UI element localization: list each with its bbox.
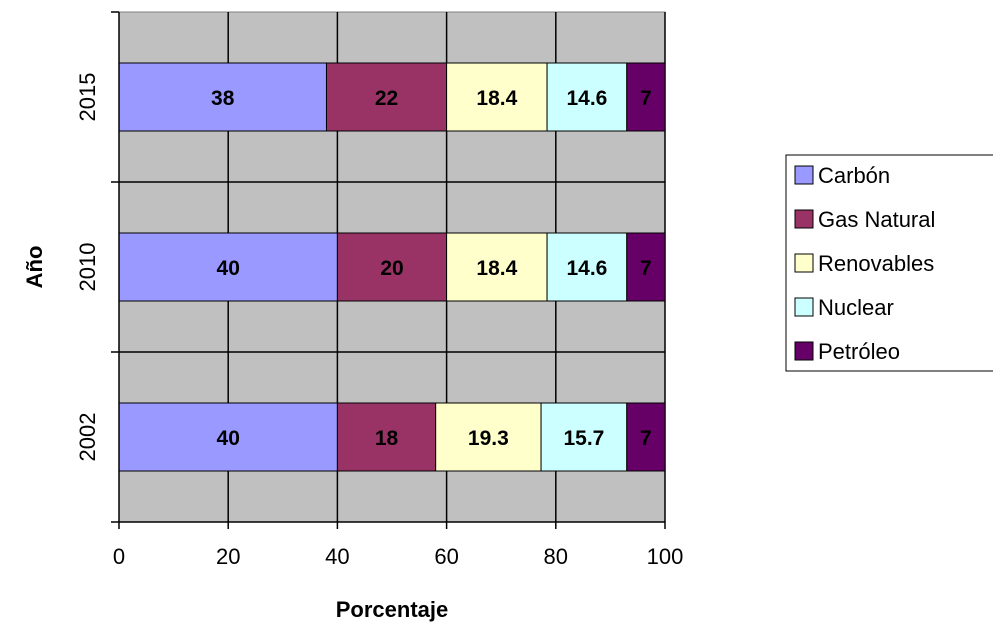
data-label-2002-series-1: 18 — [375, 427, 399, 450]
data-label-2010-series-0: 40 — [217, 257, 240, 280]
legend-swatch-3 — [794, 297, 814, 317]
data-label-2015-series-0: 38 — [211, 87, 235, 110]
bar-2015-series-3 — [546, 62, 628, 132]
legend: Carbón Gas Natural Renovables Nuclear Petról… — [785, 154, 993, 372]
data-label-2015-series-1: 22 — [375, 87, 398, 110]
y-tick-label-2010: 2010 — [75, 243, 100, 292]
bar-2010-series-4 — [626, 232, 666, 302]
y-tick-label-2015: 2015 — [75, 73, 100, 122]
legend-box — [785, 154, 993, 372]
y-ticks: 2002 2010 2015 — [75, 11, 119, 523]
bars: 40 18 19.3 15.7 7 40 20 18.4 14.6 7 38 22 18.4 14.6 7 — [118, 62, 666, 472]
legend-label-4: Petróleo — [818, 339, 900, 364]
data-label-2002-series-4: 7 — [640, 427, 652, 450]
data-label-2015-series-2: 18.4 — [476, 87, 517, 110]
legend-swatch-0 — [794, 165, 814, 185]
x-tick-label-100: 100 — [647, 544, 684, 569]
x-tick-label-40: 40 — [325, 544, 349, 569]
bar-2002-series-1 — [336, 402, 437, 472]
bar-2010-series-2 — [446, 232, 548, 302]
data-label-2010-series-4: 7 — [640, 257, 652, 280]
data-label-2015-series-3: 14.6 — [566, 87, 607, 110]
legend-label-3: Nuclear — [818, 295, 894, 320]
bar-2002-series-2 — [435, 402, 542, 472]
data-label-2010-series-2: 18.4 — [476, 257, 517, 280]
legend-label-1: Gas Natural — [818, 207, 935, 232]
legend-label-0: Carbón — [818, 163, 890, 188]
bar-2015-series-0 — [118, 62, 327, 132]
data-label-2010-series-1: 20 — [380, 257, 403, 280]
data-label-2010-series-3: 14.6 — [566, 257, 607, 280]
y-axis-title: Año — [22, 246, 47, 289]
x-ticks: 0 20 40 60 80 100 — [113, 522, 683, 569]
legend-label-2: Renovables — [818, 251, 934, 276]
bar-2002-series-4 — [626, 402, 666, 472]
legend-swatch-2 — [794, 253, 814, 273]
x-tick-label-80: 80 — [544, 544, 568, 569]
x-tick-label-0: 0 — [113, 544, 125, 569]
x-tick-label-60: 60 — [434, 544, 458, 569]
x-axis-title: Porcentaje — [336, 597, 449, 622]
data-label-2015-series-4: 7 — [640, 87, 652, 110]
bar-2002-series-3 — [540, 402, 628, 472]
legend-swatch-4 — [794, 341, 814, 361]
bar-2015-series-4 — [626, 62, 666, 132]
data-label-2002-series-3: 15.7 — [563, 427, 604, 450]
axes — [118, 12, 665, 523]
bar-2015-series-2 — [446, 62, 548, 132]
x-tick-label-20: 20 — [216, 544, 240, 569]
data-label-2002-series-2: 19.3 — [468, 427, 509, 450]
data-label-2002-series-0: 40 — [217, 427, 240, 450]
bar-2002-series-0 — [118, 402, 338, 472]
legend-swatch-1 — [794, 209, 814, 229]
y-tick-label-2002: 2002 — [75, 413, 100, 462]
bar-2015-series-1 — [325, 62, 448, 132]
